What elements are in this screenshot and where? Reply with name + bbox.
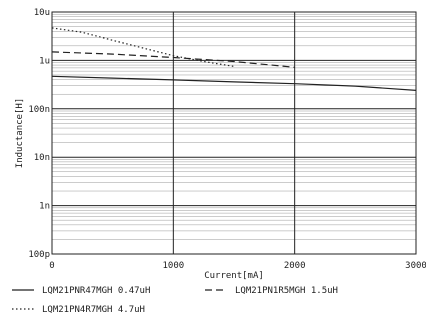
x-tick-label: 3000 [405,261,426,271]
legend-entry: LQM21PNR47MGH 0.47uH [42,286,150,296]
y-tick-label: 10n [34,153,50,163]
series-line-3 [51,27,235,67]
x-tick-label: 1000 [162,261,184,271]
y-tick-label: 1n [39,202,50,212]
series-lines [51,27,417,91]
legend-entry: LQM21PN1R5MGH 1.5uH [235,286,338,296]
y-tick-label: 100n [28,105,50,115]
x-tick-label: 2000 [284,261,306,271]
x-axis-label: Current[mA] [204,271,264,281]
x-tick-label: 0 [49,261,54,271]
y-tick-label: 100p [28,250,50,260]
tick-labels: 100p 1n 10n 100n 1u 10u 0 1000 2000 3000 [28,8,426,271]
plot-area [51,11,417,255]
legend-entry: LQM21PN4R7MGH 4.7uH [42,305,145,315]
y-axis-label: Inductance[H] [15,98,25,168]
y-tick-label: 1u [39,56,50,66]
series-line-2 [51,51,295,68]
y-tick-label: 10u [34,8,50,18]
legend: LQM21PNR47MGH 0.47uH LQM21PN1R5MGH 1.5uH L… [12,286,338,315]
series-line-1 [51,75,417,91]
grid-lines [51,11,417,255]
